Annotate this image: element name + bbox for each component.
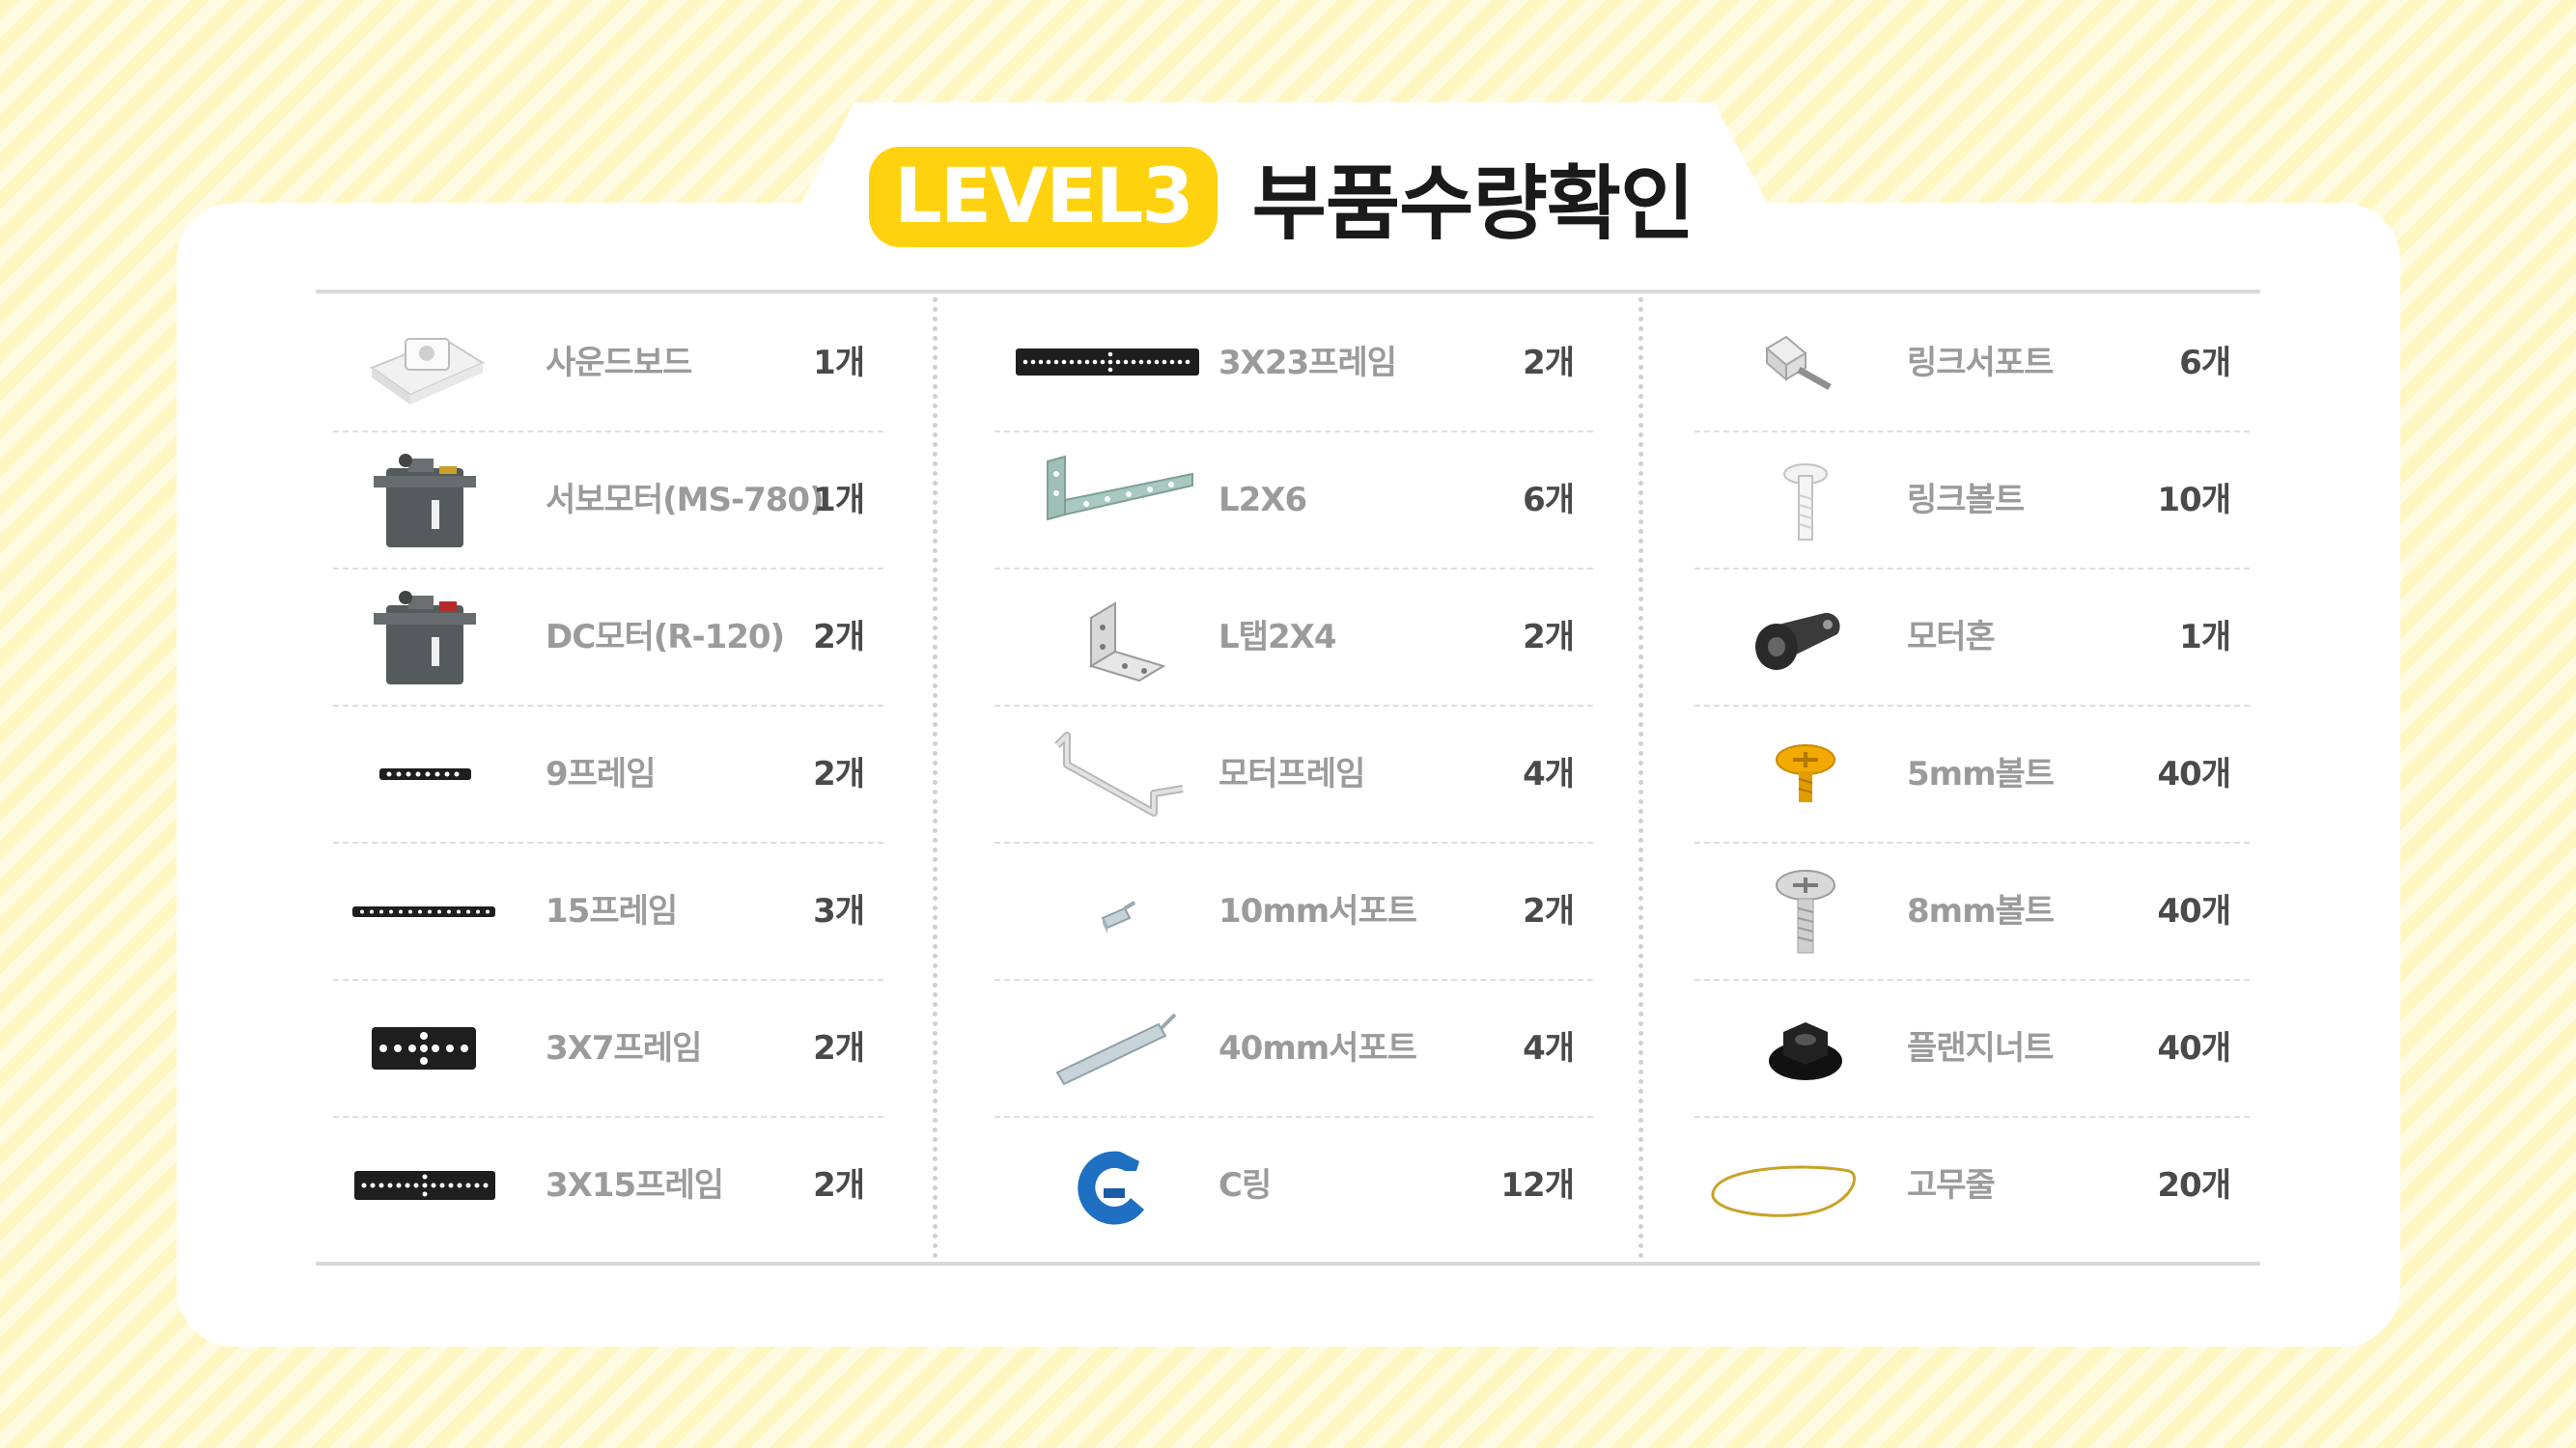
rubber-band-icon bbox=[1694, 1132, 1868, 1239]
part-quantity: 2개 bbox=[813, 1029, 865, 1068]
part-row: L2X6 6개 bbox=[994, 432, 1593, 570]
part-name: 10mm서포트 bbox=[1218, 892, 1417, 931]
part-name: 사운드보드 bbox=[546, 344, 692, 382]
parts-column-2: 3X23프레임 2개 L2X6 6개 L탭2X4 2개 모터프레임 4개 10m… bbox=[994, 295, 1593, 1253]
part-quantity: 3개 bbox=[813, 892, 865, 931]
flange-nut-icon bbox=[1733, 995, 1878, 1101]
c-ring-icon bbox=[1048, 1132, 1192, 1239]
part-quantity: 2개 bbox=[813, 1166, 865, 1205]
frame-3x23-icon bbox=[1016, 310, 1199, 416]
part-name: 15프레임 bbox=[546, 892, 678, 931]
part-name: 9프레임 bbox=[546, 755, 656, 794]
part-quantity: 6개 bbox=[2179, 344, 2231, 382]
part-name: 3X15프레임 bbox=[546, 1166, 724, 1205]
link-support-icon bbox=[1733, 310, 1878, 416]
l-bracket-2x6-icon bbox=[1038, 447, 1202, 553]
bottom-rule bbox=[316, 1262, 2260, 1266]
part-row: 사운드보드 1개 bbox=[333, 295, 883, 432]
part-quantity: 1개 bbox=[813, 344, 865, 382]
part-row: C링 12개 bbox=[994, 1118, 1593, 1253]
part-name: L2X6 bbox=[1218, 481, 1307, 519]
part-name: 3X7프레임 bbox=[546, 1029, 702, 1068]
part-row: 고무줄 20개 bbox=[1694, 1118, 2250, 1253]
part-name: 링크서포트 bbox=[1907, 344, 2054, 382]
part-quantity: 40개 bbox=[2157, 1029, 2231, 1068]
part-row: 40mm서포트 4개 bbox=[994, 981, 1593, 1118]
part-row: 3X15프레임 2개 bbox=[333, 1118, 883, 1253]
column-divider bbox=[1638, 297, 1643, 1259]
column-divider bbox=[933, 297, 938, 1259]
title-text: 부품수량확인 bbox=[1251, 155, 1695, 251]
support-10mm-icon bbox=[1062, 858, 1207, 964]
part-row: 링크서포트 6개 bbox=[1694, 295, 2250, 432]
part-quantity: 2개 bbox=[813, 755, 865, 794]
part-quantity: 10개 bbox=[2157, 481, 2231, 519]
part-quantity: 4개 bbox=[1523, 755, 1575, 794]
servo-motor-icon bbox=[352, 447, 497, 553]
part-quantity: 2개 bbox=[1523, 618, 1575, 656]
frame-3x15-icon bbox=[352, 1132, 497, 1239]
part-quantity: 2개 bbox=[1523, 892, 1575, 931]
part-row: 9프레임 2개 bbox=[333, 707, 883, 844]
part-name: DC모터(R-120) bbox=[546, 618, 785, 656]
part-row: 모터혼 1개 bbox=[1694, 570, 2250, 707]
part-quantity: 1개 bbox=[2179, 618, 2231, 656]
part-row: DC모터(R-120) 2개 bbox=[333, 570, 883, 707]
part-name: L탭2X4 bbox=[1218, 618, 1336, 656]
part-row: 서보모터(MS-780) 1개 bbox=[333, 432, 883, 570]
sound-board-icon bbox=[352, 310, 497, 416]
part-row: 플랜지너트 40개 bbox=[1694, 981, 2250, 1118]
part-quantity: 6개 bbox=[1523, 481, 1575, 519]
part-name: 고무줄 bbox=[1907, 1166, 1996, 1205]
part-quantity: 40개 bbox=[2157, 755, 2231, 794]
part-name: 서보모터(MS-780) bbox=[546, 481, 825, 519]
part-name: 8mm볼트 bbox=[1907, 892, 2055, 931]
part-row: 15프레임 3개 bbox=[333, 844, 883, 981]
part-name: 3X23프레임 bbox=[1218, 344, 1397, 382]
part-name: 40mm서포트 bbox=[1218, 1029, 1417, 1068]
support-40mm-icon bbox=[1048, 995, 1192, 1101]
part-name: 5mm볼트 bbox=[1907, 755, 2055, 794]
level-badge: LEVEL3 bbox=[869, 147, 1218, 247]
part-row: 5mm볼트 40개 bbox=[1694, 707, 2250, 844]
part-quantity: 40개 bbox=[2157, 892, 2231, 931]
frame-9-icon bbox=[352, 721, 497, 827]
motor-frame-icon bbox=[1048, 721, 1202, 827]
bolt-5mm-icon bbox=[1733, 721, 1878, 827]
part-quantity: 12개 bbox=[1500, 1166, 1575, 1205]
l-tab-2x4-icon bbox=[1062, 584, 1207, 690]
parts-card bbox=[177, 203, 2400, 1347]
part-quantity: 2개 bbox=[813, 618, 865, 656]
part-quantity: 1개 bbox=[813, 481, 865, 519]
part-name: 모터혼 bbox=[1907, 618, 1996, 656]
part-name: 모터프레임 bbox=[1218, 755, 1365, 794]
part-row: 모터프레임 4개 bbox=[994, 707, 1593, 844]
link-bolt-icon bbox=[1733, 447, 1878, 553]
top-rule bbox=[316, 290, 2260, 293]
part-row: 링크볼트 10개 bbox=[1694, 432, 2250, 570]
part-quantity: 20개 bbox=[2157, 1166, 2231, 1205]
part-quantity: 2개 bbox=[1523, 344, 1575, 382]
page-title: LEVEL3 부품수량확인 bbox=[869, 143, 1694, 251]
frame-3x7-icon bbox=[352, 995, 497, 1101]
part-name: C링 bbox=[1218, 1166, 1272, 1205]
motor-horn-icon bbox=[1733, 584, 1878, 690]
parts-column-3: 링크서포트 6개 링크볼트 10개 모터혼 1개 5mm볼트 40개 8mm볼트… bbox=[1694, 295, 2250, 1253]
part-row: 3X7프레임 2개 bbox=[333, 981, 883, 1118]
bolt-8mm-icon bbox=[1733, 858, 1878, 964]
part-row: L탭2X4 2개 bbox=[994, 570, 1593, 707]
part-row: 3X23프레임 2개 bbox=[994, 295, 1593, 432]
part-name: 플랜지너트 bbox=[1907, 1029, 2054, 1068]
part-name: 링크볼트 bbox=[1907, 481, 2025, 519]
part-quantity: 4개 bbox=[1523, 1029, 1575, 1068]
frame-15-icon bbox=[352, 858, 497, 964]
part-row: 8mm볼트 40개 bbox=[1694, 844, 2250, 981]
part-row: 10mm서포트 2개 bbox=[994, 844, 1593, 981]
parts-column-1: 사운드보드 1개 서보모터(MS-780) 1개 DC모터(R-120) 2개 … bbox=[333, 295, 883, 1253]
dc-motor-icon bbox=[352, 584, 497, 690]
